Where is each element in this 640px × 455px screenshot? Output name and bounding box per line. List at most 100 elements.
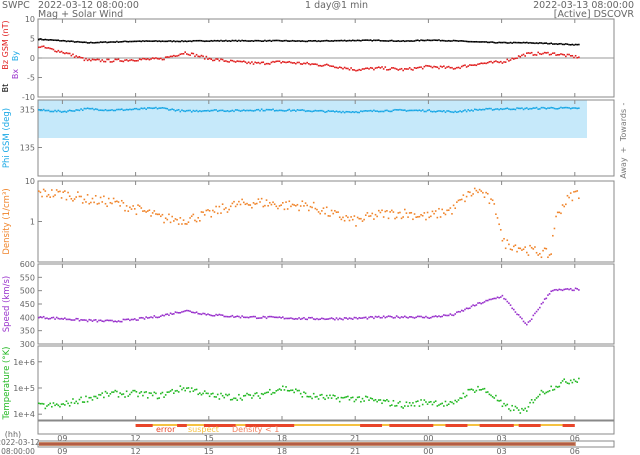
density-point bbox=[565, 203, 567, 206]
speed-point bbox=[200, 313, 203, 316]
temperature-point bbox=[52, 402, 55, 404]
phi-point bbox=[99, 109, 102, 111]
bz-point bbox=[373, 68, 375, 71]
phi-point bbox=[62, 110, 64, 113]
density-point bbox=[324, 212, 326, 215]
bz-point bbox=[410, 68, 413, 71]
bt-point bbox=[547, 42, 549, 45]
bt-point bbox=[255, 39, 258, 42]
density-point bbox=[86, 194, 89, 196]
bt-point bbox=[324, 39, 326, 42]
phi-point bbox=[203, 109, 206, 112]
speed-point bbox=[360, 317, 362, 319]
speed-point bbox=[212, 314, 214, 317]
temperature-point bbox=[223, 396, 226, 399]
phi-point bbox=[229, 110, 232, 112]
temperature-point bbox=[347, 395, 349, 398]
bz-point bbox=[94, 59, 97, 61]
speed-point bbox=[491, 298, 494, 300]
speed-point bbox=[288, 317, 291, 320]
speed-point bbox=[257, 317, 260, 319]
bz-point bbox=[537, 51, 539, 54]
temperature-point bbox=[233, 397, 235, 400]
phi-point bbox=[534, 107, 536, 109]
density-point bbox=[212, 209, 214, 212]
y-tick-label: 500 bbox=[20, 287, 35, 296]
temperature-point bbox=[85, 395, 87, 398]
density-point bbox=[140, 207, 143, 209]
phi-point bbox=[275, 109, 278, 112]
phi-point bbox=[530, 107, 533, 110]
speed-point bbox=[571, 289, 574, 292]
bz-point bbox=[456, 66, 458, 69]
temperature-point bbox=[254, 392, 256, 395]
bt-point bbox=[181, 40, 183, 42]
density-point bbox=[47, 193, 50, 196]
phi-point bbox=[374, 110, 377, 112]
bt-point bbox=[441, 39, 444, 42]
bz-point bbox=[351, 68, 354, 71]
density-point bbox=[542, 249, 544, 252]
bz-point bbox=[508, 60, 510, 62]
speed-point bbox=[343, 317, 346, 319]
bz-point bbox=[324, 64, 326, 66]
bz-point bbox=[98, 58, 100, 61]
temperature-point bbox=[574, 380, 577, 383]
x-axis-unit-label: (hh) bbox=[5, 430, 21, 439]
bt-point bbox=[192, 39, 195, 42]
bt-point bbox=[249, 40, 252, 42]
density-point bbox=[332, 212, 335, 215]
phi-point bbox=[146, 107, 149, 109]
speed-point bbox=[129, 319, 131, 322]
density-point bbox=[135, 213, 138, 216]
speed-point bbox=[64, 317, 66, 319]
density-point bbox=[195, 220, 198, 223]
bt-point bbox=[472, 40, 474, 43]
bz-point bbox=[208, 57, 211, 60]
phi-point bbox=[469, 110, 471, 112]
density-point bbox=[434, 210, 437, 212]
phi-point bbox=[246, 109, 248, 112]
speed-point bbox=[145, 316, 147, 318]
bt-point bbox=[425, 39, 427, 42]
y-tick-label: 450 bbox=[20, 300, 35, 309]
bt-point bbox=[430, 39, 432, 42]
bt-point bbox=[125, 40, 128, 43]
temperature-point bbox=[309, 395, 312, 398]
temperature-point bbox=[46, 405, 48, 407]
bt-point bbox=[473, 41, 476, 43]
density-point bbox=[329, 215, 331, 217]
bz-point bbox=[405, 68, 408, 70]
temperature-point bbox=[436, 405, 439, 407]
bz-point bbox=[86, 59, 89, 62]
phi-point bbox=[402, 109, 404, 112]
phi-point bbox=[213, 109, 216, 111]
speed-point bbox=[39, 316, 42, 318]
mag-axis-label-bt: Bt bbox=[1, 84, 10, 93]
speed-point bbox=[319, 318, 322, 320]
speed-point bbox=[59, 318, 61, 320]
y-tick-label: 350 bbox=[20, 327, 35, 336]
temperature-point bbox=[189, 390, 191, 393]
phi-point bbox=[486, 108, 489, 110]
bz-point bbox=[42, 45, 45, 48]
speed-point bbox=[109, 319, 112, 322]
bt-point bbox=[54, 39, 56, 41]
bt-point bbox=[161, 40, 164, 42]
speed-point bbox=[482, 301, 484, 304]
density-point bbox=[426, 211, 429, 214]
temperature-point bbox=[306, 395, 308, 398]
temperature-point bbox=[241, 399, 243, 401]
bt-point bbox=[207, 40, 209, 42]
x-tick-label: 03 bbox=[497, 434, 507, 443]
phi-point bbox=[412, 109, 414, 112]
bz-point bbox=[539, 52, 541, 55]
bt-point bbox=[145, 40, 147, 42]
bt-point bbox=[394, 40, 396, 43]
bz-point bbox=[199, 55, 201, 58]
temperature-point bbox=[454, 399, 457, 402]
density-point bbox=[384, 210, 387, 213]
density-point bbox=[94, 194, 97, 197]
phi-point bbox=[306, 110, 308, 112]
speed-point bbox=[464, 308, 466, 311]
